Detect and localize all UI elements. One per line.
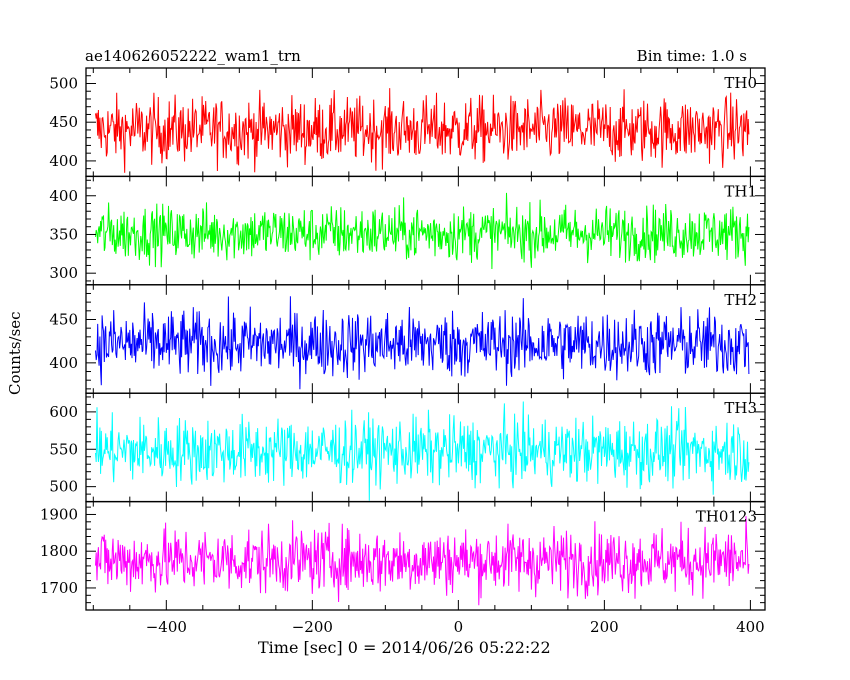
y-tick-label: 400 [49, 152, 78, 170]
x-tick-label: 0 [454, 618, 464, 636]
panel-th0: 400 450 500 TH0 [49, 67, 766, 178]
y-tick-label: 1800 [40, 542, 78, 560]
y-tick-label: 400 [49, 354, 78, 372]
panel-label: TH0 [724, 74, 757, 92]
series-line-th1 [95, 192, 750, 270]
x-tick-label: −200 [292, 618, 333, 636]
panel-label: TH0123 [696, 508, 757, 526]
x-axis: −400 −200 0 200 400 [146, 618, 765, 636]
y-tick-label: 550 [49, 440, 78, 458]
series-line-th0123 [95, 516, 750, 606]
series-line-th3 [95, 401, 750, 501]
x-axis-label: Time [sec] 0 = 2014/06/26 05:22:22 [258, 638, 551, 657]
panel-th0123: 1700 1800 1900 TH0123 [40, 500, 766, 611]
x-tick-label: −400 [146, 618, 187, 636]
y-tick-label: 1900 [40, 505, 78, 523]
y-tick-label: 300 [49, 264, 78, 282]
panel-label: TH3 [724, 399, 757, 417]
panel-th1: 300 350 400 TH1 [49, 175, 766, 286]
y-tick-label: 600 [49, 403, 78, 421]
panel-th2: 400 450 TH2 [49, 284, 766, 394]
panel-frame [85, 500, 766, 611]
panel-label: TH2 [724, 291, 757, 309]
y-tick-label: 1700 [40, 579, 78, 597]
y-tick-label: 500 [49, 478, 78, 496]
y-tick-label: 350 [49, 225, 78, 243]
y-tick-label: 500 [49, 74, 78, 92]
plot-title: ae140626052222_wam1_trn [85, 47, 301, 65]
x-tick-label: 400 [736, 618, 765, 636]
x-tick-label: 200 [590, 618, 619, 636]
series-line-th2 [95, 296, 750, 390]
bin-time-label: Bin time: 1.0 s [636, 47, 747, 65]
y-tick-label: 450 [49, 310, 78, 328]
y-tick-label: 450 [49, 113, 78, 131]
y-tick-label: 400 [49, 187, 78, 205]
panel-th3: 500 550 600 TH3 [49, 392, 766, 503]
panels-group: 400 450 500 TH0 300 350 400 TH1 400 450 TH2 500 550 6… [40, 67, 766, 611]
y-axis-label: Counts/sec [6, 311, 24, 395]
panel-label: TH1 [724, 182, 757, 200]
series-line-th0 [95, 88, 750, 173]
